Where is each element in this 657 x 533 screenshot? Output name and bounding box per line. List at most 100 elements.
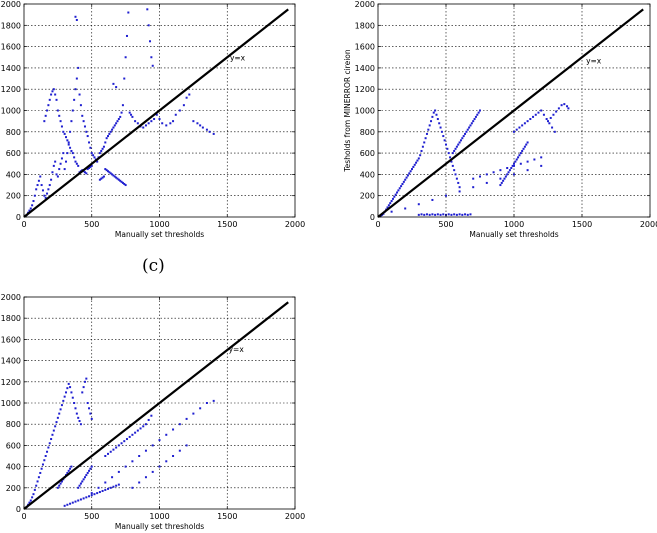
y-tick-label: 800 (6, 420, 21, 429)
scatter-point (66, 503, 69, 506)
scatter-point (90, 417, 93, 420)
scatter-point (74, 407, 77, 410)
scatter-point (112, 126, 115, 129)
scatter-point (117, 118, 120, 121)
scatter-point (74, 160, 77, 163)
scatter-point (415, 161, 418, 164)
scatter-point (434, 213, 437, 216)
scatter-point (88, 407, 91, 410)
scatter-point (79, 482, 82, 485)
scatter-point (92, 154, 95, 157)
scatter-point (555, 110, 558, 113)
scatter-point (389, 202, 392, 205)
scatter-point (40, 184, 43, 187)
scatter-point (109, 130, 112, 133)
scatter-point (33, 488, 36, 491)
scatter-point (425, 213, 428, 216)
scatter-point (88, 167, 91, 170)
scatter-point (67, 469, 70, 472)
scatter-point (185, 417, 188, 420)
reference-line-label: y=x (229, 345, 245, 354)
scatter-point (111, 128, 114, 131)
y-tick-label: 0 (16, 213, 21, 222)
scatter-point (131, 115, 134, 118)
scatter-point (81, 391, 84, 394)
scatter-point (411, 168, 413, 171)
scatter-point (79, 498, 82, 501)
scatter-panel-top-right: y=x 0 500 1000 1500 2000 0 200 400 600 800 1000 1200… (343, 0, 657, 239)
scatter-point (567, 107, 570, 110)
scatter-point (82, 478, 85, 481)
scatter-point (115, 122, 118, 125)
x-tick-label: 1000 (149, 512, 169, 521)
scatter-point (208, 130, 211, 133)
scatter-point (457, 143, 460, 146)
scatter-point (98, 178, 101, 181)
scatter-point (69, 130, 72, 133)
scatter-point (151, 444, 154, 447)
scatter-point (427, 128, 430, 131)
scatter-point (47, 188, 50, 191)
scatter-point (548, 122, 551, 125)
scatter-point (44, 455, 47, 457)
subfigure-label: (c) (142, 256, 165, 276)
scatter-point (532, 115, 535, 118)
scatter-point (136, 122, 139, 125)
scatter-point (71, 109, 74, 112)
scatter-point (165, 460, 168, 463)
scatter-point (477, 111, 480, 114)
scatter-point (67, 141, 70, 144)
scatter-point (78, 484, 81, 487)
scatter-point (553, 130, 556, 133)
scatter-point (391, 197, 394, 200)
scatter-point (116, 120, 119, 123)
scatter-point (29, 207, 32, 210)
y-tick-label: 200 (6, 484, 21, 493)
scatter-point (56, 109, 59, 112)
y-tick-label: 0 (16, 505, 21, 514)
scatter-point (83, 171, 86, 174)
scatter-point (518, 126, 521, 129)
scatter-point (158, 439, 161, 442)
scatter-point (78, 93, 81, 96)
scatter-point (100, 149, 103, 152)
scatter-point (413, 163, 416, 166)
scatter-point (50, 178, 53, 181)
scatter-point (90, 164, 93, 167)
y-tick-label: 1800 (1, 21, 21, 30)
scatter-point (73, 402, 76, 404)
scatter-point (178, 423, 181, 426)
scatter-point (504, 175, 507, 178)
scatter-point (472, 120, 475, 123)
y-tick-label: 1200 (1, 378, 21, 387)
scatter-point (75, 412, 78, 415)
scatter-point (78, 420, 81, 423)
scatter-point (63, 395, 66, 398)
scatter-point (436, 213, 439, 216)
scatter-point (51, 90, 54, 93)
scatter-point (450, 160, 453, 163)
scatter-point (523, 122, 526, 125)
scatter-point (468, 126, 471, 129)
scatter-point (465, 130, 468, 133)
scatter-point (436, 118, 439, 121)
scatter-point (128, 435, 131, 438)
scatter-point (138, 481, 141, 484)
scatter-point (69, 502, 72, 505)
y-tick-label: 1600 (1, 43, 21, 52)
scatter-point (101, 147, 104, 150)
scatter-point (109, 172, 112, 175)
scatter-point (485, 173, 488, 176)
scatter-point (39, 471, 42, 474)
y-tick-label: 1000 (1, 107, 21, 116)
scatter-point (125, 34, 128, 37)
scatter-point (79, 104, 82, 107)
scatter-point (139, 427, 142, 430)
scatter-point (453, 149, 456, 152)
scatter-point (142, 425, 145, 428)
scatter-point (44, 196, 47, 199)
scatter-point (96, 160, 99, 163)
scatter-point (479, 109, 481, 112)
scatter-point (387, 204, 390, 207)
y-axis-label: Tesholds from MINERROR cireion (343, 49, 352, 173)
